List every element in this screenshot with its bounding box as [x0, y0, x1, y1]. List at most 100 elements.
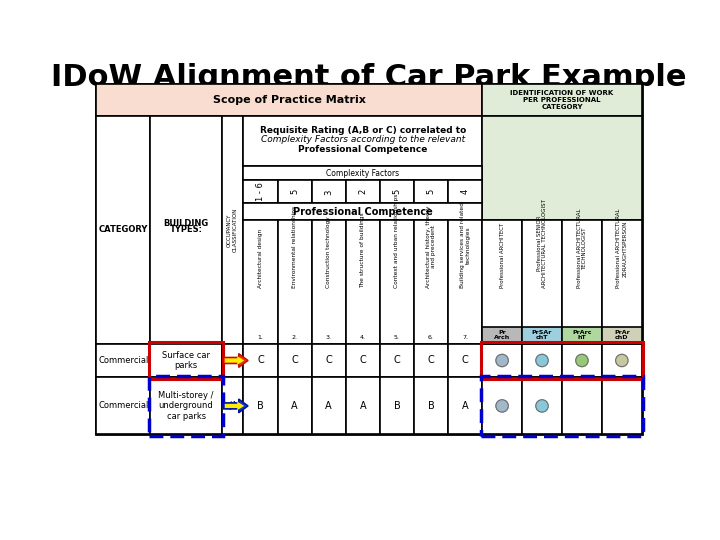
Bar [414, 343, 448, 377]
Bar [96, 117, 150, 343]
Bar [96, 84, 642, 434]
Text: PrArc
hT: PrArc hT [572, 329, 592, 341]
Bar [562, 220, 602, 343]
Bar [481, 342, 644, 379]
Bar [96, 343, 150, 377]
Text: The structure of buildings: The structure of buildings [360, 212, 365, 288]
Text: 5: 5 [392, 189, 402, 194]
Bar [380, 343, 414, 377]
Bar [346, 180, 380, 204]
Text: Commercial: Commercial [98, 401, 148, 410]
Bar [482, 343, 522, 377]
Bar [346, 377, 380, 434]
Bar [243, 343, 277, 377]
Text: Professional Competence: Professional Competence [298, 145, 428, 153]
Text: C: C [428, 355, 434, 366]
Bar [312, 180, 346, 204]
Text: Requisite Rating (A,B or C) correlated to: Requisite Rating (A,B or C) correlated t… [260, 126, 466, 135]
Text: Architectural history, theory
and precedent: Architectural history, theory and preced… [426, 206, 436, 288]
Text: IDENTIFICATION OF WORK
PER PROFESSIONAL
CATEGORY: IDENTIFICATION OF WORK PER PROFESSIONAL … [510, 90, 613, 110]
Bar [380, 220, 414, 343]
Circle shape [616, 354, 628, 367]
Text: C: C [462, 355, 469, 366]
Text: Scope of Practice Matrix: Scope of Practice Matrix [212, 95, 366, 105]
Bar [414, 220, 448, 343]
Bar [222, 343, 243, 377]
Bar [243, 180, 277, 204]
Text: CATEGORY: CATEGORY [99, 226, 148, 234]
Bar [277, 343, 312, 377]
Text: 1 - 6: 1 - 6 [256, 183, 265, 201]
Text: 7.: 7. [462, 335, 468, 340]
FancyArrow shape [223, 354, 248, 367]
Text: B: B [428, 401, 434, 411]
Text: Context and urban relationships: Context and urban relationships [395, 194, 400, 288]
Circle shape [536, 400, 548, 412]
Text: A: A [325, 401, 332, 411]
Text: Professional ARCHITECTURAL
TECHNOLOGIST: Professional ARCHITECTURAL TECHNOLOGIST [577, 208, 588, 288]
Bar [149, 376, 223, 436]
Text: 4.: 4. [360, 335, 366, 340]
Text: 5.: 5. [394, 335, 400, 340]
Text: C: C [257, 355, 264, 366]
Bar [150, 117, 222, 343]
Bar [482, 220, 522, 343]
Text: Construction technology: Construction technology [326, 217, 331, 288]
Bar [277, 180, 312, 204]
Circle shape [496, 354, 508, 367]
Text: Architectural design: Architectural design [258, 229, 263, 288]
Bar [312, 220, 346, 343]
Bar [448, 180, 482, 204]
FancyArrow shape [225, 402, 244, 410]
Text: A: A [292, 401, 298, 411]
Text: C: C [291, 355, 298, 366]
Bar [482, 327, 522, 343]
Bar [448, 343, 482, 377]
Bar [243, 204, 482, 220]
Bar [243, 377, 277, 434]
Bar [482, 377, 522, 434]
Bar [277, 220, 312, 343]
Bar [346, 343, 380, 377]
Bar [380, 377, 414, 434]
Bar [243, 166, 482, 180]
Bar [448, 220, 482, 343]
Bar [602, 377, 642, 434]
Text: Professional ARCHITECT: Professional ARCHITECT [500, 223, 505, 288]
Bar [96, 84, 482, 117]
Text: Complexity Factors according to the relevant: Complexity Factors according to the rele… [261, 136, 465, 144]
Text: 4: 4 [461, 189, 469, 194]
Bar [482, 117, 642, 220]
Bar [222, 117, 243, 343]
Text: 5: 5 [290, 189, 299, 194]
Bar [481, 376, 644, 436]
Text: BUILDING: BUILDING [163, 219, 209, 228]
Text: C: C [325, 355, 332, 366]
Bar [522, 327, 562, 343]
Bar [414, 180, 448, 204]
Bar [602, 220, 642, 343]
Bar [150, 343, 222, 377]
Text: Surface car
parks: Surface car parks [162, 351, 210, 370]
Text: 5: 5 [426, 189, 436, 194]
Text: Complexity Factors: Complexity Factors [326, 169, 400, 178]
Bar [602, 343, 642, 377]
Text: Multi-storey /
underground
car parks: Multi-storey / underground car parks [158, 391, 214, 421]
Circle shape [536, 354, 548, 367]
Text: Commercial: Commercial [98, 356, 148, 365]
Text: Professional SENIOR
ARCHITECTURAL TECHNOLOGIST: Professional SENIOR ARCHITECTURAL TECHNO… [536, 199, 547, 288]
Bar [448, 377, 482, 434]
Bar [243, 220, 277, 343]
Bar [312, 343, 346, 377]
Text: IDoW Alignment of Car Park Example: IDoW Alignment of Car Park Example [51, 63, 687, 92]
Bar [96, 377, 150, 434]
Text: Professional Competence: Professional Competence [293, 207, 433, 217]
Bar [414, 377, 448, 434]
Text: PrSAr
chT: PrSAr chT [532, 329, 552, 341]
Bar [222, 377, 243, 434]
Bar [562, 343, 602, 377]
Bar [346, 220, 380, 343]
Text: Environmental relationships: Environmental relationships [292, 206, 297, 288]
Text: Pr
Arch: Pr Arch [494, 329, 510, 341]
Bar [312, 377, 346, 434]
